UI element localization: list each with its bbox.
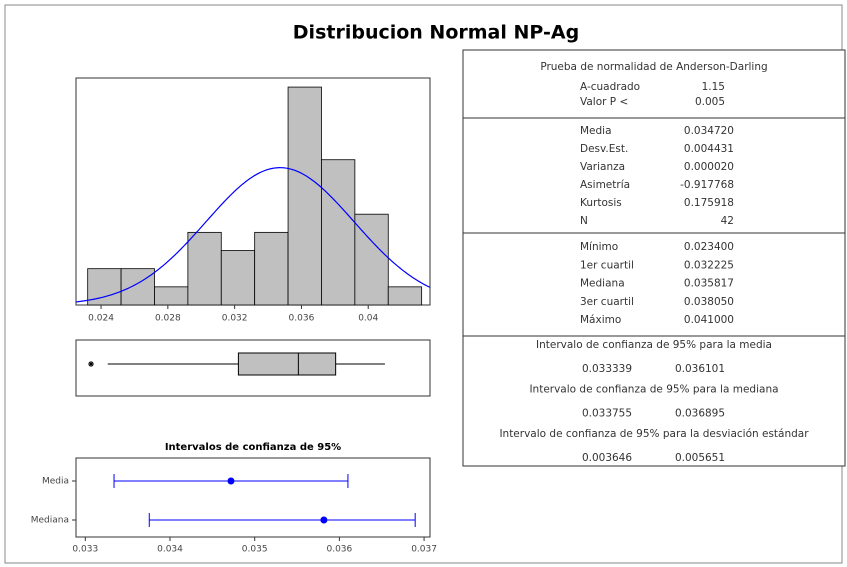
x-tick-label: 0.037	[411, 545, 437, 555]
stat-value: -0.917768	[680, 179, 734, 191]
bar	[220, 250, 256, 306]
x-tick-label: 0.04	[358, 314, 378, 324]
stat-value: 0.032225	[684, 259, 734, 271]
interval-frame	[75, 457, 431, 538]
stat-name: Asimetría	[580, 179, 630, 191]
stat-value: 0.005	[695, 96, 725, 108]
outlier	[88, 361, 95, 367]
x-tick-label: 0.033	[72, 545, 98, 555]
interval-heading: Intervalo de confianza de 95% para la me…	[536, 339, 772, 351]
interval-heading: Intervalo de confianza de 95% para la me…	[529, 384, 778, 396]
stat-value: 0.175918	[684, 197, 734, 209]
stat-name: Máximo	[580, 314, 621, 326]
interval-low: 0.003646	[582, 452, 632, 464]
stat-name: Mínimo	[580, 241, 618, 253]
test-title: Prueba de normalidad de Anderson-Darling	[540, 61, 767, 73]
interval-low: 0.033755	[582, 408, 632, 420]
bar	[254, 231, 289, 306]
x-tick-label: 0.028	[155, 314, 181, 324]
estimate	[320, 516, 328, 524]
stat-value: 1.15	[702, 81, 725, 93]
stat-value: 42	[721, 215, 734, 227]
normal-curve	[75, 167, 431, 303]
bar	[287, 86, 322, 306]
bar	[120, 268, 155, 306]
bar	[387, 286, 423, 306]
box	[237, 352, 337, 376]
interval-title: Intervalos de confianza de 95%	[165, 442, 341, 453]
stat-value: 0.023400	[684, 241, 734, 253]
stat-name: Mediana	[580, 278, 625, 290]
interval-low: 0.033339	[582, 363, 632, 375]
interval-high: 0.005651	[675, 452, 725, 464]
x-tick-label: 0.036	[289, 314, 315, 324]
x-tick-label: 0.034	[157, 545, 183, 555]
estimate	[227, 477, 235, 485]
stat-name: Valor P <	[580, 96, 628, 108]
x-tick-label: 0.036	[326, 545, 352, 555]
stat-name: Media	[580, 125, 612, 137]
stat-name: Desv.Est.	[580, 143, 628, 155]
stat-value: 0.041000	[684, 314, 734, 326]
title: Distribucion Normal NP-Ag	[293, 22, 579, 44]
bar	[187, 231, 222, 306]
stat-name: 3er cuartil	[580, 296, 634, 308]
stat-value: 0.035817	[684, 278, 734, 290]
summary-table	[462, 49, 846, 467]
interval-heading: Intervalo de confianza de 95% para la de…	[499, 428, 809, 440]
stat-value: 0.004431	[684, 143, 734, 155]
stat-name: N	[580, 215, 588, 227]
stat-value: 0.000020	[684, 161, 734, 173]
stat-name: Kurtosis	[580, 197, 622, 209]
stat-value: 0.034720	[684, 125, 734, 137]
interval-high: 0.036101	[675, 363, 725, 375]
category-label: Media	[42, 477, 69, 487]
x-tick-label: 0.035	[242, 545, 268, 555]
x-tick-label: 0.032	[222, 314, 248, 324]
stat-name: A-cuadrado	[580, 81, 640, 93]
interval-high: 0.036895	[675, 408, 725, 420]
x-tick-label: 0.024	[88, 314, 114, 324]
stat-value: 0.038050	[684, 296, 734, 308]
stat-name: Varianza	[580, 161, 625, 173]
category-label: Mediana	[31, 516, 69, 526]
stat-name: 1er cuartil	[580, 259, 634, 271]
bar	[321, 159, 356, 306]
bar	[154, 286, 189, 306]
